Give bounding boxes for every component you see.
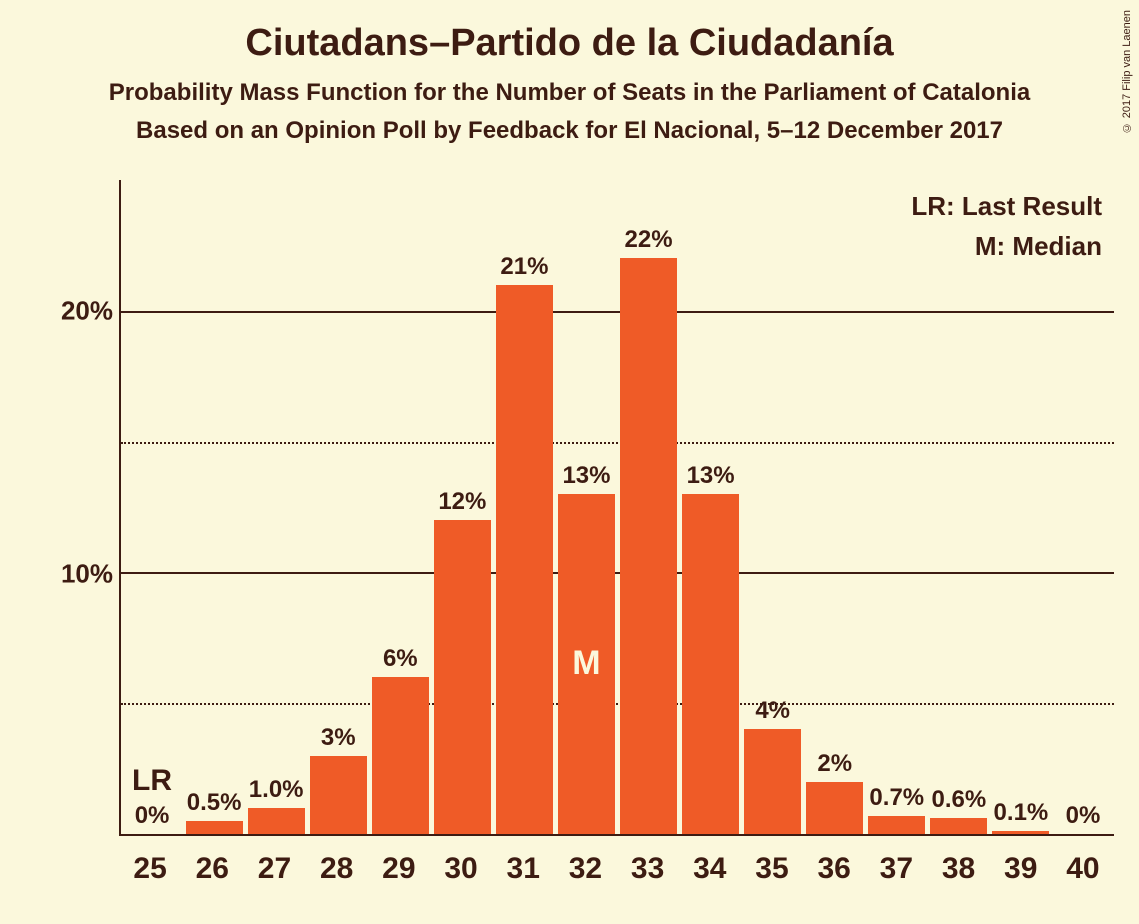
- chart-subtitle-2: Based on an Opinion Poll by Feedback for…: [0, 117, 1139, 145]
- chart-subtitle-1: Probability Mass Function for the Number…: [0, 79, 1139, 107]
- legend-lr: LR: Last Result: [911, 186, 1102, 226]
- x-axis-label: 36: [803, 844, 865, 894]
- x-axis-label: 25: [119, 844, 181, 894]
- bar-value-label: 2%: [817, 750, 852, 778]
- x-axis-label: 26: [181, 844, 243, 894]
- x-axis-label: 33: [617, 844, 679, 894]
- bar: 21%: [496, 285, 553, 834]
- bar-value-label: 0.5%: [187, 789, 242, 817]
- copyright-text: © 2017 Filip van Laenen: [1121, 10, 1133, 133]
- bar-slot: 4%: [742, 180, 804, 834]
- bar-slot: 3%: [307, 180, 369, 834]
- bar: 0.6%: [930, 818, 987, 834]
- bar-value-label: 13%: [562, 462, 610, 490]
- chart-container: 0%LR0.5%1.0%3%6%12%21%13%M22%13%4%2%0.7%…: [45, 180, 1114, 894]
- bar: 0.5%: [186, 821, 243, 834]
- legend-m: M: Median: [911, 226, 1102, 266]
- x-axis-label: 34: [679, 844, 741, 894]
- bar: 4%: [744, 729, 801, 834]
- bar-slot: 0.5%: [183, 180, 245, 834]
- bar-slot: 21%: [493, 180, 555, 834]
- bar: 3%: [310, 756, 367, 834]
- x-axis-label: 32: [554, 844, 616, 894]
- x-axis-label: 37: [865, 844, 927, 894]
- bar: 22%: [620, 258, 677, 834]
- bar-slot: 0.6%: [928, 180, 990, 834]
- bar-slot: 22%: [618, 180, 680, 834]
- bar-value-label: 0%: [135, 802, 170, 830]
- bar-value-label: 0.1%: [994, 799, 1049, 827]
- last-result-marker: LR: [132, 764, 172, 798]
- x-axis-label: 39: [990, 844, 1052, 894]
- median-marker: M: [572, 644, 600, 683]
- bar-slot: 0% LR: [121, 180, 183, 834]
- x-axis-label: 27: [243, 844, 305, 894]
- bar-slot: 0.1%: [990, 180, 1052, 834]
- bar: 0.1%: [992, 831, 1049, 834]
- bar-value-label: 0%: [1066, 802, 1101, 830]
- bar: 1.0%: [248, 808, 305, 834]
- legend: LR: Last Result M: Median: [911, 186, 1102, 267]
- bar-value-label: 0.7%: [869, 784, 924, 812]
- bar: 0.7%: [868, 816, 925, 834]
- bar: 12%: [434, 520, 491, 834]
- bar-slot: 0%: [1052, 180, 1114, 834]
- y-axis-label: 10%: [45, 558, 113, 589]
- bar-value-label: 4%: [755, 697, 790, 725]
- bar-slot: 12%: [431, 180, 493, 834]
- bar: 13%M: [558, 494, 615, 834]
- bar: 13%: [682, 494, 739, 834]
- bars-group: 0%LR0.5%1.0%3%6%12%21%13%M22%13%4%2%0.7%…: [121, 180, 1114, 834]
- bar-value-label: 12%: [438, 488, 486, 516]
- bar-slot: 6%: [369, 180, 431, 834]
- bar-slot: 2%: [804, 180, 866, 834]
- bar-value-label: 21%: [500, 253, 548, 281]
- bar-slot: 13%: [680, 180, 742, 834]
- x-axis-label: 31: [492, 844, 554, 894]
- chart-title: Ciutadans–Partido de la Ciudadanía: [0, 0, 1139, 65]
- plot-area: 0%LR0.5%1.0%3%6%12%21%13%M22%13%4%2%0.7%…: [119, 180, 1114, 836]
- bar-value-label: 13%: [687, 462, 735, 490]
- bar-value-label: 0.6%: [931, 786, 986, 814]
- x-axis-label: 28: [306, 844, 368, 894]
- x-axis-label: 35: [741, 844, 803, 894]
- y-axis-label: 20%: [45, 296, 113, 327]
- x-axis-labels: 25262728293031323334353637383940: [119, 844, 1114, 894]
- x-axis-label: 38: [927, 844, 989, 894]
- bar: 6%: [372, 677, 429, 834]
- bar-slot: 1.0%: [245, 180, 307, 834]
- bar-value-label: 22%: [625, 226, 673, 254]
- x-axis-label: 29: [368, 844, 430, 894]
- x-axis-label: 40: [1052, 844, 1114, 894]
- bar: 2%: [806, 782, 863, 834]
- bar-value-label: 6%: [383, 645, 418, 673]
- bar-value-label: 3%: [321, 724, 356, 752]
- bar-slot: 0.7%: [866, 180, 928, 834]
- bar-slot: 13% M: [555, 180, 617, 834]
- bar-value-label: 1.0%: [249, 776, 304, 804]
- x-axis-label: 30: [430, 844, 492, 894]
